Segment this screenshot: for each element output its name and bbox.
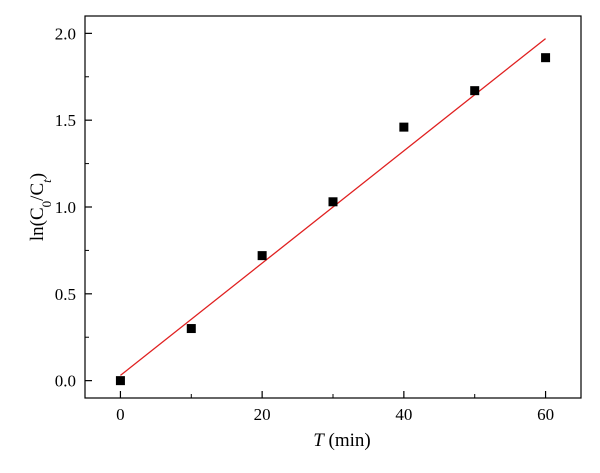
y-axis-title-prefix: ln(C [27,207,48,241]
fit-line-group [120,38,546,376]
data-points-group [115,53,551,386]
data-point [541,53,551,63]
y-axis-title-sub-0: 0 [39,201,54,208]
y-axis-title-suffix: ) [27,173,48,179]
data-point [399,122,409,132]
y-axis-title-sub-t: t [39,179,54,183]
data-point [115,376,125,386]
y-axis-title: ln(C0/Ct) [27,173,54,241]
axis-tick-labels: 0 20 40 60 0.0 0.5 1.0 1.5 2.0 [55,24,554,424]
x-tick-label: 40 [395,405,412,424]
y-tick-label: 0.5 [55,285,76,304]
y-tick-label: 0.0 [55,372,76,391]
x-axis-title-variable: T [313,430,325,451]
x-tick-label: 60 [537,405,554,424]
data-point [470,86,480,96]
y-tick-label: 2.0 [55,24,76,43]
y-tick-label: 1.5 [55,111,76,130]
data-point [257,251,267,261]
x-axis-title: T (min) [313,430,371,451]
y-tick-label: 1.0 [55,198,76,217]
x-tick-label: 20 [254,405,271,424]
data-point [186,324,196,334]
x-axis-title-unit: (min) [324,430,371,451]
y-axis-title-mid: /C [27,183,48,201]
x-tick-label: 0 [116,405,125,424]
data-point [328,197,338,207]
fit-line [120,38,546,376]
axis-ticks [85,32,547,398]
